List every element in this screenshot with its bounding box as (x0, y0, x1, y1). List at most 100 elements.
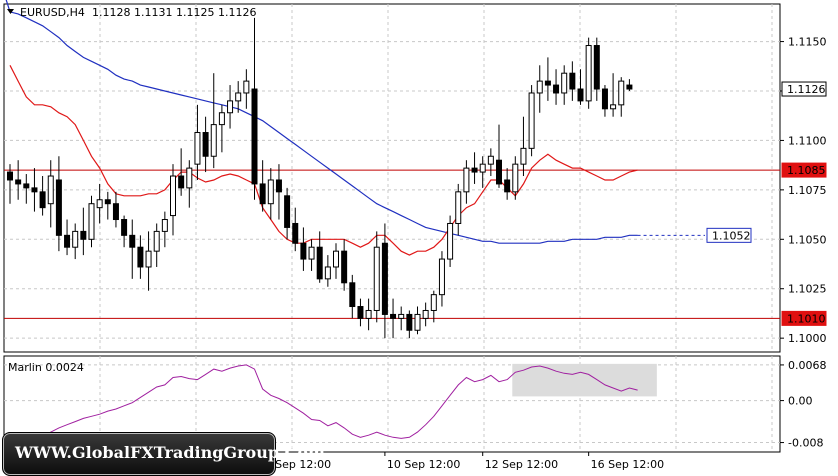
candle (504, 168, 511, 200)
candle-body (202, 132, 209, 157)
candle (577, 69, 584, 105)
candle-body (210, 124, 217, 157)
candle (112, 191, 119, 228)
candle (430, 290, 437, 323)
candle-body (47, 175, 54, 205)
candle (357, 298, 364, 327)
candle (406, 310, 413, 339)
candle-body (471, 167, 478, 173)
candle-body (7, 171, 13, 181)
candle (15, 160, 22, 200)
candle-body (161, 219, 168, 232)
candle-body (23, 183, 30, 189)
y-tick-label: 1.1000 (788, 332, 827, 345)
candle-body (520, 147, 527, 165)
candle-body (414, 313, 421, 331)
candle (267, 168, 274, 220)
price-label-box (706, 227, 752, 243)
candle-body (170, 175, 176, 217)
price-label: 1.1085 (787, 164, 826, 177)
candle (96, 183, 103, 224)
candle (227, 85, 234, 129)
price-label-box (781, 310, 827, 326)
candle (39, 176, 46, 216)
candle (275, 164, 282, 220)
candle (601, 85, 608, 117)
candle-body (259, 183, 266, 205)
candle (496, 124, 502, 188)
candle-body (585, 45, 592, 102)
candle-body (390, 313, 397, 319)
watermark-text: WWW.GlobalFXTradingGroup.Com (15, 443, 325, 462)
candle-body (569, 72, 576, 90)
candle (88, 195, 95, 248)
dropdown-triangle-icon (7, 9, 14, 14)
x-tick-label: 16 Sep 12:00 (591, 458, 664, 471)
candle-body (153, 230, 160, 252)
candle (455, 183, 462, 236)
candle-body (129, 234, 136, 248)
candle (463, 160, 470, 204)
candle-body (308, 246, 315, 260)
candle (129, 219, 136, 279)
y-tick-label: 1.1025 (788, 283, 827, 296)
indicator-highlight-box (512, 363, 657, 397)
candle-body (227, 100, 234, 114)
candle-body (618, 80, 625, 106)
candle (365, 298, 372, 331)
candle-body (357, 306, 364, 319)
candle (259, 160, 266, 212)
candle-body (601, 88, 608, 110)
candle (569, 61, 576, 101)
candle-body (243, 80, 250, 94)
candle (333, 243, 339, 279)
candle (137, 235, 144, 279)
candle (161, 211, 168, 248)
candle-body (39, 191, 46, 209)
candle-body (455, 191, 462, 224)
candle-body (438, 258, 445, 296)
candle-body (398, 313, 405, 319)
candle-body (479, 163, 486, 173)
candle-body (292, 222, 299, 244)
candle-body (349, 282, 356, 308)
candle-body (463, 167, 470, 193)
ma-slow-line (5, 0, 638, 244)
candle-body (137, 246, 144, 268)
candle-body (316, 246, 323, 280)
candle (520, 116, 527, 177)
candle-body (121, 219, 128, 236)
candle (243, 69, 250, 109)
candle-body (80, 230, 87, 240)
candle-body (487, 155, 494, 165)
candle-body (267, 179, 274, 205)
candle-body (324, 266, 331, 280)
candle-body (235, 92, 242, 102)
candle-body (593, 45, 600, 90)
candle (610, 73, 617, 117)
candle-body (406, 313, 413, 331)
candle-body (112, 203, 119, 221)
candle-body (561, 72, 568, 94)
candle (341, 239, 348, 291)
candle (398, 306, 405, 331)
candle (178, 148, 185, 196)
candle-body (15, 179, 22, 185)
candle-body (251, 88, 258, 185)
candle-body (544, 80, 551, 86)
candle (593, 37, 600, 101)
candle (390, 298, 397, 339)
candle-body (275, 179, 282, 193)
candle-body (96, 199, 103, 209)
price-label-box (781, 162, 827, 178)
candle-body (284, 195, 291, 228)
candle-body (218, 112, 225, 126)
candle (284, 187, 291, 240)
indicator-label: Marlin 0.0024 (8, 361, 84, 374)
ma-fast-line (9, 65, 638, 256)
candle (316, 231, 323, 283)
candle (145, 231, 152, 291)
y-tick-label: 1.1150 (788, 36, 827, 49)
candle (55, 156, 62, 252)
